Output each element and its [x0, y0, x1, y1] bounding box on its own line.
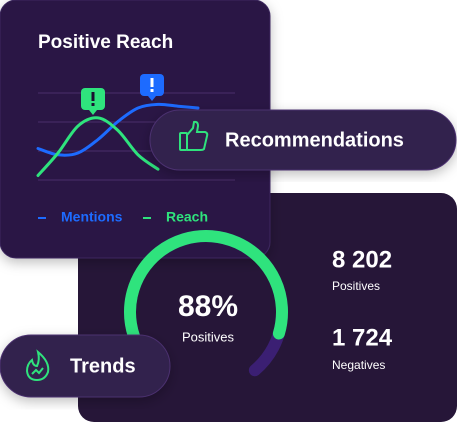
alert-marker [81, 88, 105, 115]
stat-value: 8 202 [332, 246, 392, 273]
alert-marker [140, 74, 164, 101]
pill-label: Recommendations [225, 129, 404, 151]
gauge-caption: Positives [182, 329, 235, 344]
trends-pill [0, 334, 171, 398]
card-title: Positive Reach [38, 32, 173, 53]
stat-caption: Positives [332, 279, 380, 293]
legend-label: Reach [166, 209, 208, 225]
line-series [36, 116, 160, 177]
gauge-arc [124, 230, 288, 377]
legend-label: Mentions [61, 209, 123, 225]
trends-icon [25, 349, 50, 382]
recommendations-pill [149, 109, 457, 171]
line-series [36, 102, 200, 157]
gauge-value: 88% [178, 290, 238, 323]
pill-label: Trends [70, 355, 136, 377]
stat-value: 1 724 [332, 324, 393, 351]
stat-caption: Negatives [332, 358, 385, 372]
thumbs-icon [179, 120, 209, 151]
